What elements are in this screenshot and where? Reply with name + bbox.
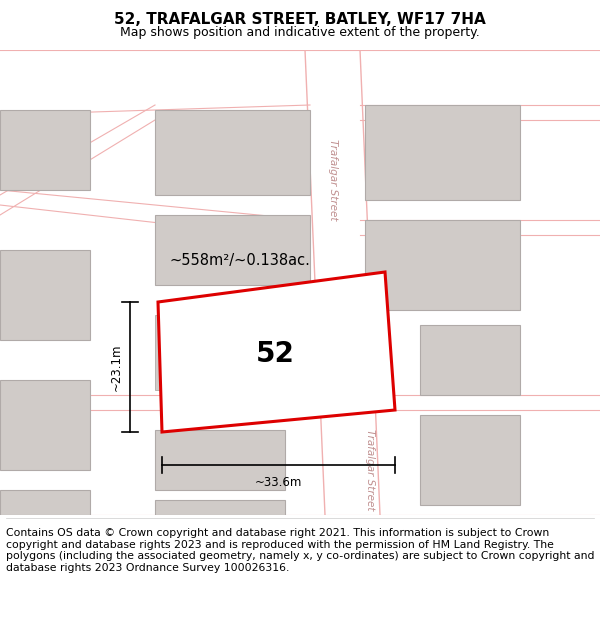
Text: 52: 52 <box>256 340 295 368</box>
Text: Trafalgar Street: Trafalgar Street <box>365 429 375 511</box>
Polygon shape <box>0 490 90 515</box>
Text: 52, TRAFALGAR STREET, BATLEY, WF17 7HA: 52, TRAFALGAR STREET, BATLEY, WF17 7HA <box>114 12 486 28</box>
Polygon shape <box>0 250 90 340</box>
Polygon shape <box>155 215 310 285</box>
Polygon shape <box>365 220 520 310</box>
Polygon shape <box>420 415 520 505</box>
Polygon shape <box>420 325 520 395</box>
Polygon shape <box>155 110 310 195</box>
Polygon shape <box>0 380 90 470</box>
Polygon shape <box>155 430 285 490</box>
Polygon shape <box>0 110 90 190</box>
Polygon shape <box>158 272 395 432</box>
Polygon shape <box>365 105 520 200</box>
Text: ~23.1m: ~23.1m <box>110 343 122 391</box>
Polygon shape <box>155 315 285 390</box>
Polygon shape <box>155 500 285 515</box>
Text: Map shows position and indicative extent of the property.: Map shows position and indicative extent… <box>120 26 480 39</box>
Text: ~558m²/~0.138ac.: ~558m²/~0.138ac. <box>170 253 310 268</box>
Text: Contains OS data © Crown copyright and database right 2021. This information is : Contains OS data © Crown copyright and d… <box>6 528 595 573</box>
Text: Trafalgar Street: Trafalgar Street <box>328 139 338 221</box>
Text: ~33.6m: ~33.6m <box>255 476 302 489</box>
